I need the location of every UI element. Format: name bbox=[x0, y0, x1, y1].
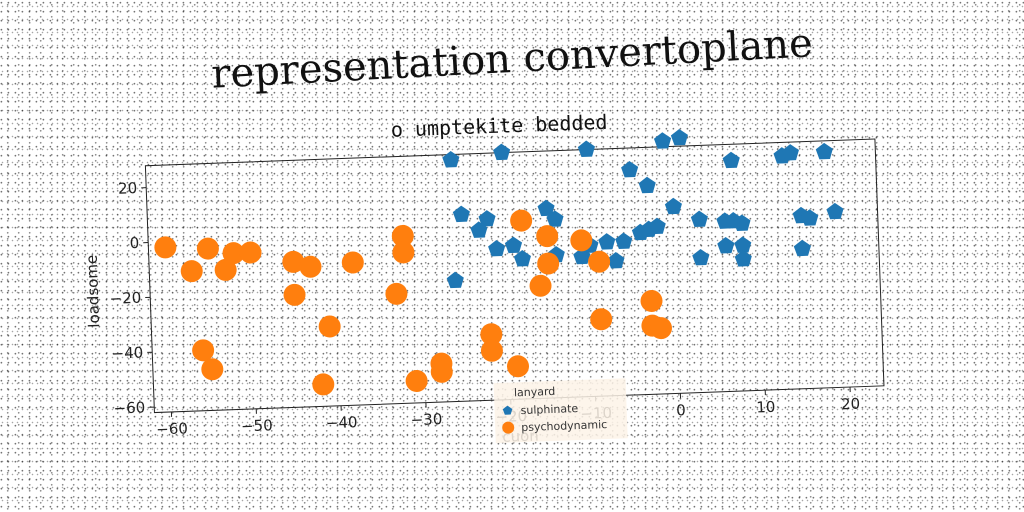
chart-title: o umptekite bedded bbox=[390, 110, 607, 142]
legend: lanyard sulphinate psychodynamic bbox=[493, 378, 628, 444]
point-psychodynamic bbox=[192, 339, 215, 362]
point-sulphinate bbox=[692, 248, 710, 266]
point-psychodynamic bbox=[312, 373, 335, 396]
legend-label-psychodynamic: psychodynamic bbox=[521, 418, 607, 434]
point-psychodynamic bbox=[180, 260, 203, 283]
point-psychodynamic bbox=[214, 258, 237, 281]
point-psychodynamic bbox=[640, 289, 663, 312]
point-sulphinate bbox=[826, 202, 844, 220]
point-psychodynamic bbox=[154, 236, 177, 259]
point-sulphinate bbox=[537, 199, 555, 217]
point-sulphinate bbox=[734, 236, 752, 253]
legend-markers bbox=[502, 405, 515, 434]
point-sulphinate bbox=[607, 252, 625, 269]
point-sulphinate bbox=[488, 240, 506, 257]
point-sulphinate bbox=[546, 210, 564, 227]
point-sulphinate bbox=[615, 232, 633, 250]
point-psychodynamic bbox=[430, 360, 453, 383]
point-sulphinate bbox=[781, 144, 799, 161]
point-psychodynamic bbox=[196, 237, 219, 260]
y-axis-label: loadsome bbox=[83, 254, 104, 328]
point-psychodynamic bbox=[239, 241, 262, 264]
point-psychodynamic bbox=[480, 339, 503, 362]
point-sulphinate bbox=[493, 143, 511, 161]
point-sulphinate bbox=[598, 233, 616, 250]
point-sulphinate bbox=[577, 140, 595, 158]
point-sulphinate bbox=[653, 132, 672, 149]
point-psychodynamic bbox=[506, 355, 529, 378]
legend-marker-sulphinate bbox=[502, 405, 513, 415]
point-psychodynamic bbox=[405, 369, 428, 392]
x-tick-label: −40 bbox=[326, 413, 358, 432]
point-sulphinate bbox=[446, 271, 464, 289]
point-sulphinate bbox=[717, 237, 735, 254]
point-sulphinate bbox=[442, 151, 460, 168]
point-psychodynamic bbox=[201, 358, 224, 381]
point-sulphinate bbox=[815, 142, 833, 160]
point-psychodynamic bbox=[391, 224, 414, 247]
x-tick-label: 0 bbox=[676, 401, 686, 419]
y-tick-label: 0 bbox=[129, 234, 139, 252]
point-sulphinate bbox=[638, 176, 656, 194]
legend-label-sulphinate: sulphinate bbox=[520, 402, 578, 417]
point-psychodynamic bbox=[282, 250, 305, 273]
legend-box bbox=[493, 378, 628, 444]
point-psychodynamic bbox=[537, 252, 560, 275]
point-psychodynamic bbox=[588, 250, 611, 273]
point-sulphinate bbox=[504, 236, 523, 254]
point-sulphinate bbox=[733, 214, 751, 231]
point-psychodynamic bbox=[536, 225, 559, 248]
point-psychodynamic bbox=[385, 282, 408, 305]
legend-title: lanyard bbox=[514, 385, 556, 400]
x-tick-label: −30 bbox=[410, 410, 442, 429]
scatter-chart: o umptekite bedded −60−50−40−30−20−10010… bbox=[83, 110, 885, 446]
point-psychodynamic bbox=[318, 315, 341, 338]
x-tick-label: 20 bbox=[841, 395, 861, 414]
point-psychodynamic bbox=[222, 242, 245, 265]
point-sulphinate bbox=[801, 209, 819, 226]
legend-marker-psychodynamic bbox=[502, 421, 515, 434]
data-points bbox=[154, 128, 844, 396]
point-sulphinate bbox=[621, 160, 639, 178]
x-tick-label: −50 bbox=[241, 416, 273, 435]
y-tick-label: −40 bbox=[111, 344, 143, 363]
point-psychodynamic bbox=[590, 308, 613, 331]
point-sulphinate bbox=[690, 210, 708, 228]
point-sulphinate bbox=[670, 128, 688, 146]
point-psychodynamic bbox=[283, 283, 306, 306]
point-psychodynamic bbox=[510, 209, 533, 232]
point-sulphinate bbox=[513, 249, 531, 267]
x-tick-label: −60 bbox=[156, 419, 188, 438]
point-psychodynamic bbox=[299, 255, 322, 278]
point-psychodynamic bbox=[529, 274, 552, 297]
point-sulphinate bbox=[452, 205, 470, 223]
point-psychodynamic bbox=[570, 229, 593, 252]
point-sulphinate bbox=[478, 210, 496, 227]
point-psychodynamic bbox=[392, 241, 415, 264]
point-psychodynamic bbox=[649, 317, 672, 340]
chart-container: o umptekite bedded −60−50−40−30−20−10010… bbox=[64, 90, 927, 481]
point-sulphinate bbox=[648, 217, 666, 235]
point-sulphinate bbox=[734, 250, 752, 267]
y-tick-label: 20 bbox=[118, 179, 138, 198]
point-sulphinate bbox=[722, 151, 740, 169]
point-sulphinate bbox=[470, 221, 488, 238]
point-sulphinate bbox=[793, 239, 811, 257]
y-tick-label: −20 bbox=[109, 289, 141, 308]
point-psychodynamic bbox=[480, 323, 503, 346]
point-sulphinate bbox=[664, 197, 682, 215]
y-tick-label: −60 bbox=[113, 398, 145, 417]
point-psychodynamic bbox=[341, 251, 364, 274]
x-tick-label: 10 bbox=[756, 398, 776, 417]
